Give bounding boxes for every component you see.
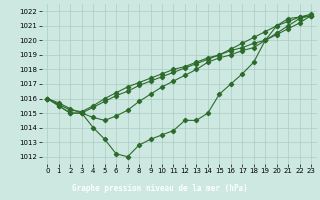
Text: Graphe pression niveau de la mer (hPa): Graphe pression niveau de la mer (hPa): [72, 184, 248, 193]
